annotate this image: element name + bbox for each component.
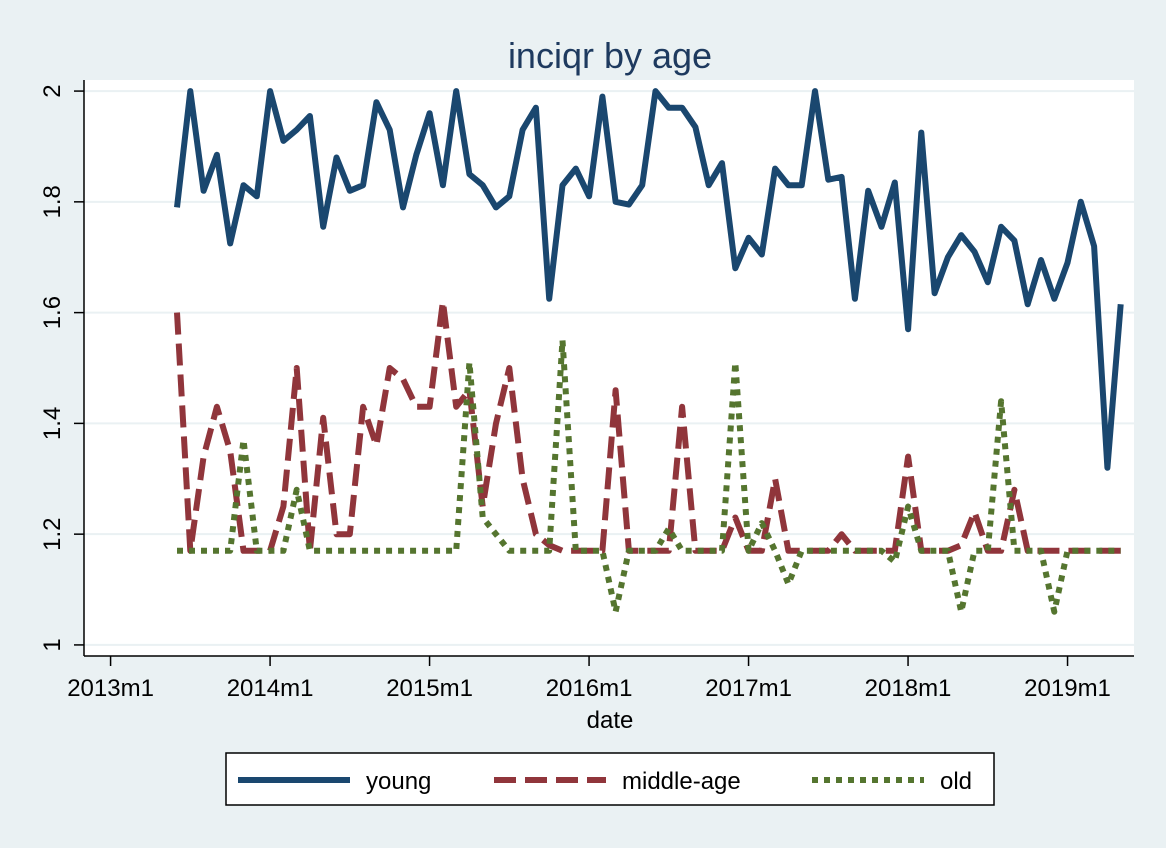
series-layer: [174, 88, 1124, 615]
y-tick-label: 1.6: [39, 296, 66, 329]
x-tick-label: 2013m1: [67, 675, 154, 702]
gridlines: [84, 90, 1134, 646]
y-axis: 1 1.2 1.4 1.6 1.8 2: [39, 80, 85, 656]
legend: young middle-age old: [225, 752, 995, 806]
x-tick-label: 2014m1: [227, 675, 314, 702]
legend-label-old: old: [940, 768, 972, 795]
chart-title: inciqr by age: [508, 35, 712, 76]
y-tick-label: 1.2: [39, 517, 66, 550]
y-tick-label: 1.8: [39, 185, 66, 218]
x-tick-label: 2018m1: [865, 675, 952, 702]
series-line-middle-age: [174, 298, 1121, 554]
x-axis: 2013m1 2014m1 2015m1 2016m1 2017m1 2018m1 2019…: [67, 655, 1134, 702]
legend-label-young: young: [366, 768, 431, 795]
legend-label-middle-age: middle-age: [622, 768, 741, 795]
legend-box: [225, 752, 995, 806]
series-line-young: [174, 88, 1124, 471]
x-tick-label: 2016m1: [546, 675, 633, 702]
y-tick-label: 1.4: [39, 407, 66, 440]
y-tick-label: 2: [39, 84, 66, 97]
x-tick-label: 2017m1: [705, 675, 792, 702]
y-tick-label: 1: [39, 638, 66, 651]
legend-items: young middle-age old: [238, 768, 972, 795]
x-tick-label: 2019m1: [1024, 675, 1111, 702]
x-tick-label: 2015m1: [386, 675, 473, 702]
x-axis-title: date: [587, 707, 634, 734]
